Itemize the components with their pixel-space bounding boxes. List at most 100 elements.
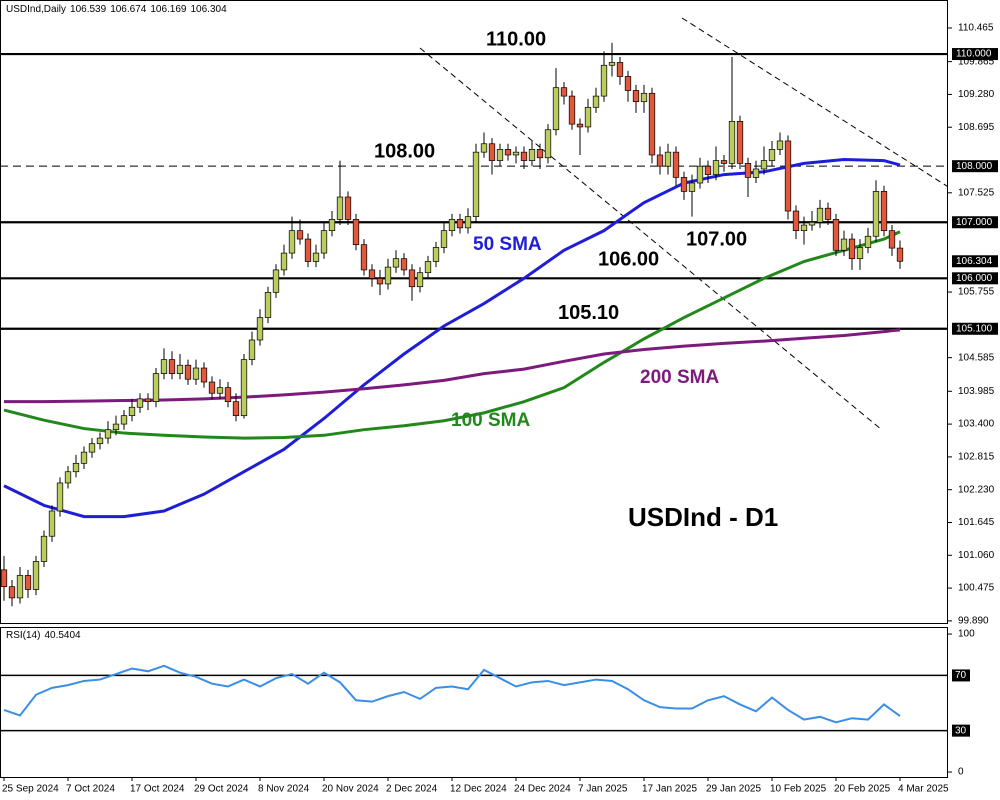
candle-body	[360, 244, 368, 271]
candle-body	[120, 415, 128, 425]
candle-body	[760, 160, 768, 170]
candle-body	[296, 230, 304, 240]
candle-body	[280, 252, 288, 271]
candle-body	[792, 210, 800, 232]
candle-body	[160, 359, 168, 374]
rsi-level-box	[952, 724, 970, 737]
x-tick-label: 7 Jan 2025	[578, 784, 628, 795]
rsi-tick-label: 100	[958, 629, 975, 640]
candle-body	[344, 196, 352, 220]
candle-body	[56, 482, 64, 512]
candle-body	[680, 177, 688, 192]
candle-body	[496, 149, 504, 161]
candle-body	[784, 140, 792, 212]
candle-body	[88, 443, 96, 453]
candle-body	[824, 207, 832, 220]
candle-body	[184, 364, 192, 380]
candle-body	[696, 165, 704, 184]
rsi-header: RSI(14) 40.5404	[6, 630, 81, 641]
y-tick-label: 109.280	[958, 89, 995, 100]
candle-body	[240, 359, 248, 417]
candle-body	[664, 151, 672, 167]
candle-body	[112, 423, 120, 431]
level-annotation: 106.00	[598, 249, 659, 271]
plot	[0, 42, 948, 607]
level-box	[952, 48, 998, 61]
header: USDInd,Daily 106.539 106.674 106.169 106.304	[6, 4, 227, 15]
x-tick-label: 29 Jan 2025	[706, 784, 761, 795]
candle-body	[72, 462, 80, 473]
x-tick-label: 20 Feb 2025	[834, 784, 891, 795]
candle-body	[728, 120, 736, 164]
level-annotation: 105.10	[558, 302, 619, 324]
rsi-panel	[0, 627, 948, 778]
candle-body	[416, 272, 424, 288]
candle-body	[168, 359, 176, 374]
candle-body	[488, 143, 496, 161]
candle-body	[304, 238, 312, 262]
header-value: 106.304	[191, 4, 228, 15]
trendlines	[419, 17, 948, 431]
candle-body	[776, 140, 784, 150]
x-tick-label: 17 Jan 2025	[642, 784, 697, 795]
y-tick-label: 109.865	[958, 56, 995, 67]
header-value: 106.539	[70, 4, 107, 15]
sma-line	[3, 157, 901, 519]
x-tick-label: 17 Oct 2024	[130, 784, 185, 795]
candle-body	[832, 219, 840, 251]
candle-body	[0, 569, 8, 588]
candle-body	[880, 191, 888, 232]
candle-body	[624, 76, 632, 91]
y-tick-label: 102.815	[958, 452, 995, 463]
candle-body	[104, 429, 112, 439]
candle-body	[584, 106, 592, 128]
y-tick-label: 101.645	[958, 517, 995, 528]
candle-body	[640, 92, 648, 103]
candle-body	[432, 247, 440, 262]
candle-body	[48, 510, 56, 537]
rsi-line	[3, 664, 901, 724]
candle-body	[544, 129, 552, 159]
candle-body	[248, 339, 256, 360]
candle-body	[672, 151, 680, 178]
y-tick-label: 100.475	[958, 583, 995, 594]
candle-body	[64, 471, 72, 484]
candle-body	[552, 87, 560, 131]
candle-body	[128, 406, 136, 417]
trendline	[681, 17, 948, 188]
level-label: 110.000	[956, 49, 992, 60]
x-tick-label: 24 Dec 2024	[514, 784, 571, 795]
candle-body	[320, 230, 328, 254]
candle-body	[448, 219, 456, 232]
y-tick-label: 110.465	[958, 23, 994, 34]
candle-body	[24, 575, 32, 590]
x-tick-label: 2 Dec 2024	[386, 784, 438, 795]
candle-body	[520, 151, 528, 161]
sma-label: 50 SMA	[473, 234, 542, 255]
candle-body	[272, 269, 280, 293]
candle-body	[200, 367, 208, 383]
candle-body	[16, 575, 24, 599]
candle-body	[472, 151, 480, 217]
candle-body	[464, 216, 472, 229]
level-box	[952, 160, 998, 173]
x-tick-label: 10 Feb 2025	[770, 784, 827, 795]
candle-body	[480, 143, 488, 153]
level-label: 105.100	[956, 323, 993, 334]
candle-body	[736, 120, 744, 164]
rsi-plot	[0, 664, 948, 732]
rsi-level-label: 70	[955, 670, 967, 681]
chart-title: USDInd - D1	[628, 502, 778, 532]
candle-body	[504, 149, 512, 156]
candle-body	[568, 95, 576, 125]
candle-body	[328, 219, 336, 232]
candle-body	[512, 151, 520, 156]
last-price-box	[952, 255, 998, 268]
sma-label: 200 SMA	[640, 367, 719, 388]
candle-body	[560, 87, 568, 97]
y-tick-label: 107.525	[958, 187, 995, 198]
candle-body	[648, 92, 656, 156]
y-tick-label: 108.695	[958, 122, 995, 133]
candle-body	[312, 252, 320, 262]
candle-body	[192, 367, 200, 380]
